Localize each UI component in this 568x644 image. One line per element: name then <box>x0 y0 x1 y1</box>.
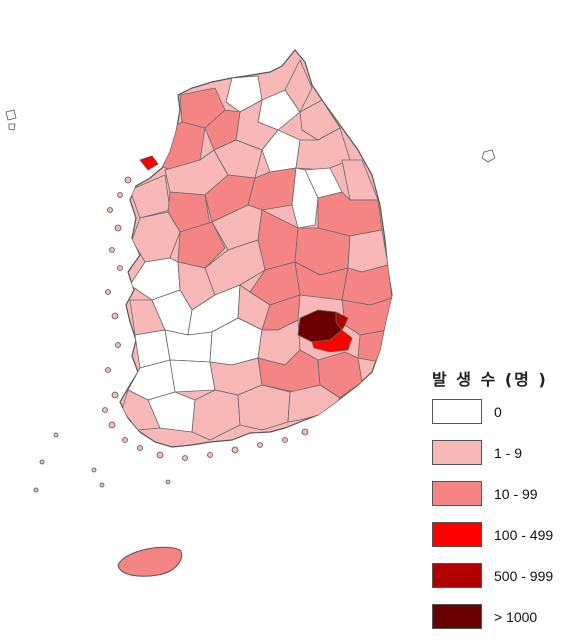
legend-swatch <box>432 604 482 629</box>
region <box>164 329 213 363</box>
island-northwest <box>5 109 17 121</box>
legend-item-100-499: 100 - 499 <box>432 521 562 548</box>
legend-label: 100 - 499 <box>494 526 554 543</box>
region <box>204 109 241 151</box>
region-gyeongsan <box>311 329 353 353</box>
region <box>341 264 392 306</box>
legend-item-10-99: 10 - 99 <box>432 480 562 507</box>
region <box>294 261 349 301</box>
legend-item-0: 0 <box>432 398 562 425</box>
legend-swatch <box>432 481 482 506</box>
south-korea-choropleth-map <box>5 49 496 577</box>
legend-title: 발 생 수 (명 ) <box>432 370 548 389</box>
island-jeju <box>117 546 183 577</box>
island-ulleungdo <box>481 149 496 163</box>
legend-item-500-999: 500 - 999 <box>432 562 562 589</box>
region <box>169 359 216 393</box>
region <box>237 384 291 431</box>
legend-swatch <box>432 522 482 547</box>
legend-label: 10 - 99 <box>494 485 538 502</box>
west-coast-islands <box>33 155 309 493</box>
region <box>213 139 263 179</box>
map-legend: 발 생 수 (명 ) 0 1 - 9 10 - 99 100 - 499 500… <box>432 366 562 644</box>
legend-label: 1 - 9 <box>494 444 523 461</box>
region <box>347 229 389 273</box>
legend-swatch <box>432 440 482 465</box>
legend-swatch <box>432 563 482 588</box>
legend-item-over-1000: > 1000 <box>432 603 562 630</box>
legend-label: 0 <box>494 403 502 420</box>
region <box>284 59 313 113</box>
island-northwest-2 <box>8 123 16 131</box>
region-500-999 <box>335 311 349 331</box>
legend-item-1-9: 1 - 9 <box>432 439 562 466</box>
legend-label: 500 - 999 <box>494 567 554 584</box>
region <box>121 389 161 431</box>
region <box>177 221 226 269</box>
legend-label: > 1000 <box>494 608 538 625</box>
legend-swatch <box>432 399 482 424</box>
